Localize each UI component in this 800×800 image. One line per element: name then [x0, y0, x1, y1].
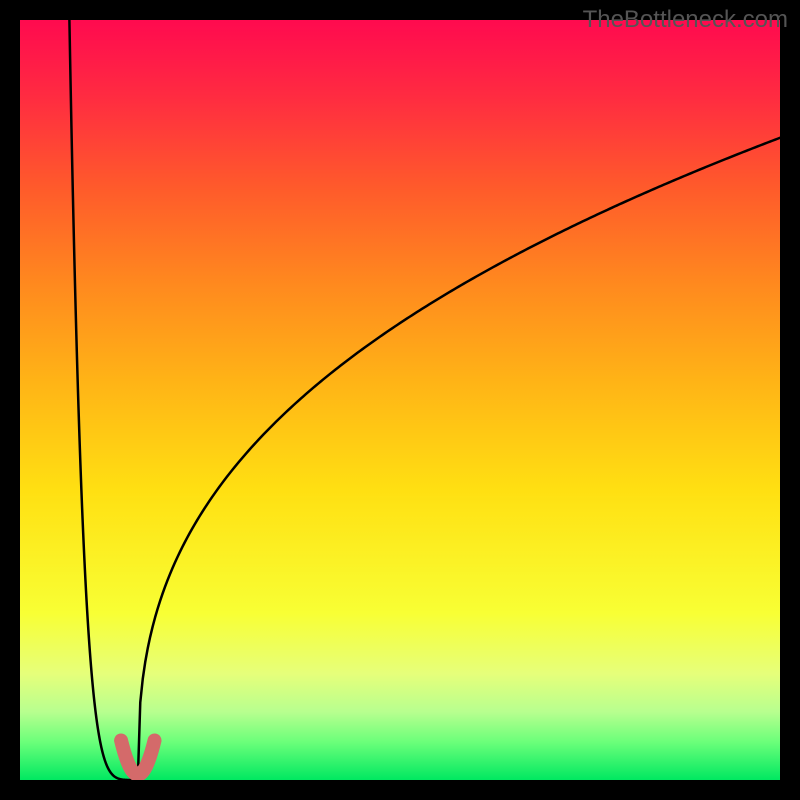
watermark-text: TheBottleneck.com [583, 6, 788, 34]
chart-svg [0, 0, 800, 800]
gradient-background [20, 20, 780, 780]
bottleneck-chart: TheBottleneck.com [0, 0, 800, 800]
